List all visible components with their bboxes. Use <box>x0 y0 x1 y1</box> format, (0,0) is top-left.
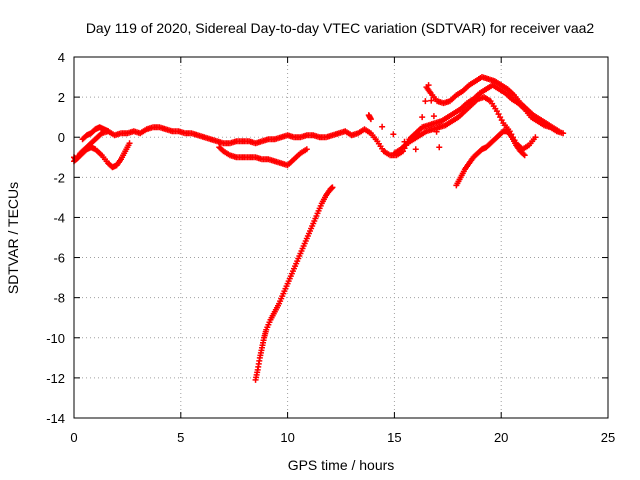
data-point <box>367 116 374 123</box>
data-point <box>497 114 504 121</box>
data-point <box>379 123 386 130</box>
plot-frame <box>73 56 609 419</box>
data-point <box>126 140 133 147</box>
data-point <box>401 138 408 145</box>
data-point <box>495 111 502 118</box>
x-axis-label: GPS time / hours <box>288 457 395 473</box>
y-tick-label: 2 <box>58 90 65 105</box>
x-tick-label: 5 <box>177 430 184 445</box>
x-tick-label: 10 <box>280 430 294 445</box>
y-tick-label: 0 <box>58 130 65 145</box>
y-tick-label: -14 <box>46 411 65 426</box>
data-point <box>428 97 435 104</box>
series-isolated-points <box>365 82 443 153</box>
y-tick-label: -4 <box>53 210 65 225</box>
data-point <box>329 184 336 191</box>
data-point <box>303 146 310 153</box>
data-point <box>560 130 567 137</box>
data-point <box>498 117 505 124</box>
x-tick-label: 20 <box>494 430 508 445</box>
data-point <box>508 131 515 138</box>
y-tick-label: -10 <box>46 331 65 346</box>
data-point <box>521 152 528 159</box>
x-tick-label: 0 <box>70 430 77 445</box>
y-tick-label: -12 <box>46 371 65 386</box>
series-main-band <box>71 82 567 163</box>
y-tick-label: 4 <box>58 50 65 65</box>
axis-ticks: 0 5 10 15 20 25 -14 -12 -10 -8 -6 -4 -2 0 2 4 <box>46 50 615 445</box>
series-early-upper <box>79 124 112 143</box>
data-point <box>390 131 397 138</box>
data-point <box>493 108 500 115</box>
data-point <box>105 128 112 135</box>
chart-title: Day 119 of 2020, Sidereal Day-to-day VTE… <box>86 20 595 36</box>
data-point <box>422 98 429 105</box>
data-point <box>430 113 437 120</box>
data-point <box>532 134 539 141</box>
data-point <box>506 128 513 135</box>
data-point <box>415 130 422 137</box>
data-point <box>511 137 518 144</box>
data-point <box>412 146 419 153</box>
data-point <box>433 128 440 135</box>
data-point <box>436 144 443 151</box>
data-point <box>419 114 426 121</box>
series-steep-rise <box>252 184 336 383</box>
series-late-upper-band <box>423 74 562 135</box>
data-point <box>425 82 432 89</box>
data-points <box>71 74 567 383</box>
x-tick-label: 15 <box>387 430 401 445</box>
y-axis-label: SDTVAR / TECUs <box>5 182 21 294</box>
y-tick-label: -8 <box>53 291 65 306</box>
x-tick-label: 25 <box>601 430 615 445</box>
data-point <box>520 151 527 158</box>
series-early-dip <box>71 140 133 171</box>
series-lower-band <box>216 144 310 169</box>
y-tick-label: -2 <box>53 170 65 185</box>
grid <box>74 57 608 418</box>
data-point <box>555 128 562 135</box>
y-tick-label: -6 <box>53 251 65 266</box>
data-point <box>509 134 516 141</box>
